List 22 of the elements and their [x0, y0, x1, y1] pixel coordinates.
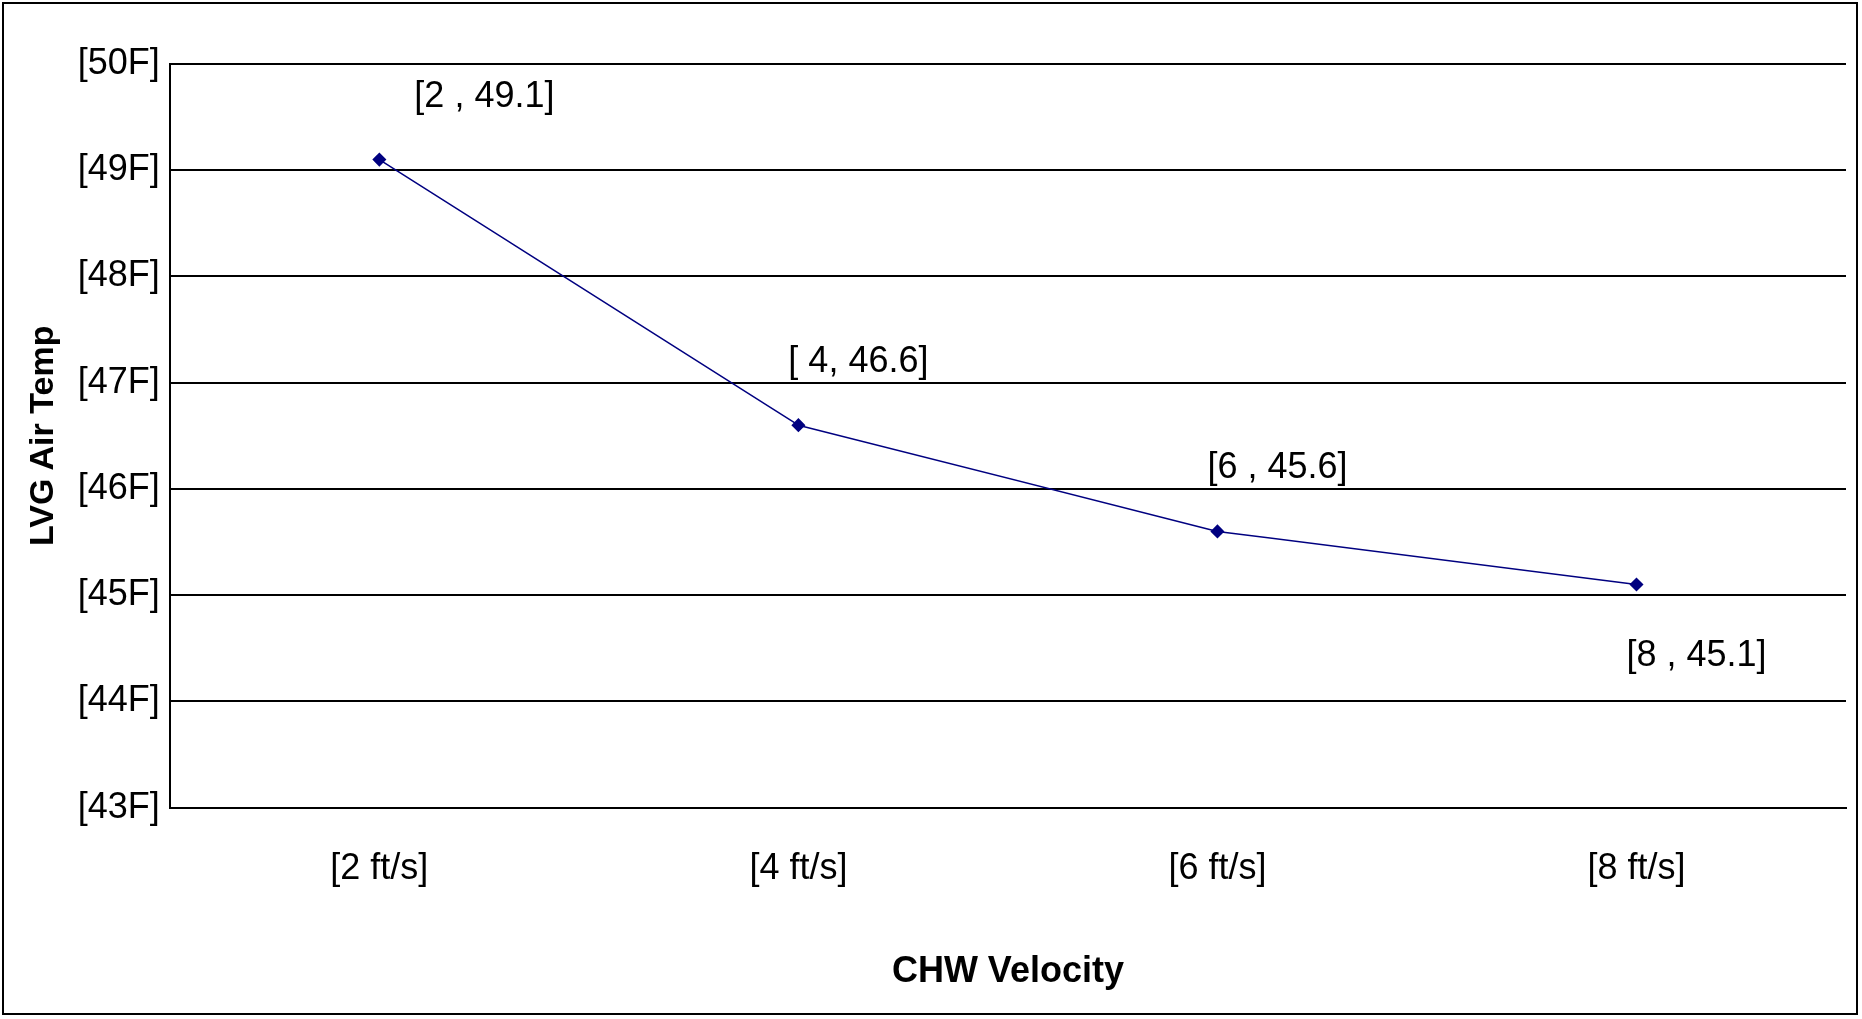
- point: [1629, 577, 1644, 592]
- y-tick-label: [43F]: [77, 784, 160, 826]
- data-label: [6 , 45.6]: [1207, 445, 1348, 487]
- point: [372, 152, 387, 167]
- y-tick-label: [45F]: [77, 572, 160, 614]
- point: [1210, 524, 1225, 539]
- x-tick-label: [2 ft/s]: [330, 846, 429, 888]
- data-label: [ 4, 46.6]: [788, 339, 929, 381]
- y-tick-label: [44F]: [77, 678, 160, 720]
- y-tick-label: [49F]: [77, 147, 160, 189]
- y-tick-label: [46F]: [77, 465, 160, 507]
- data-label: [8 , 45.1]: [1626, 633, 1767, 675]
- x-axis-title: CHW Velocity: [891, 949, 1124, 991]
- x-tick-label: [6 ft/s]: [1168, 846, 1267, 888]
- point: [791, 418, 806, 432]
- x-tick-label: [4 ft/s]: [749, 846, 848, 888]
- y-axis-title: LVG Air Temp: [21, 325, 60, 546]
- data-label: [2 , 49.1]: [414, 73, 555, 115]
- y-tick-label: [47F]: [77, 359, 160, 401]
- y-tick-label: [50F]: [77, 40, 160, 82]
- y-tick-label: [48F]: [77, 253, 160, 295]
- x-tick-label: [8 ft/s]: [1587, 846, 1686, 888]
